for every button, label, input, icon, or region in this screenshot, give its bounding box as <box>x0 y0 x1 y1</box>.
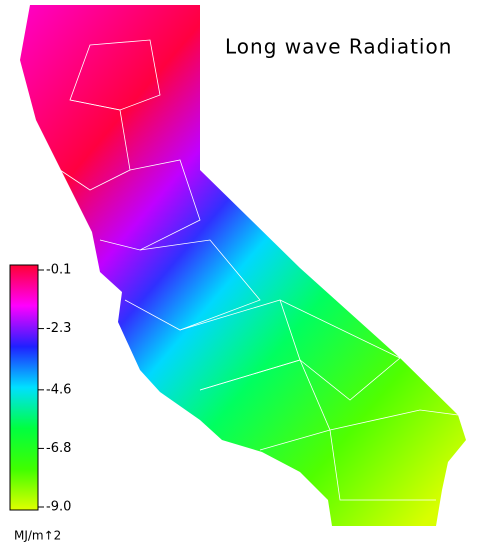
colorbar <box>9 264 39 511</box>
colorbar-unit: MJ/m↑2 <box>14 529 61 543</box>
colorbar-tick-label: -9.0 <box>46 500 71 515</box>
colorbar-tick-label: -2.3 <box>46 321 71 336</box>
county-lines <box>59 39 459 501</box>
colorbar-tick-label: -0.1 <box>46 263 71 278</box>
map-title: Long wave Radiation <box>225 35 452 59</box>
colorbar-tick-label: -6.8 <box>46 441 71 456</box>
colorbar-tick-label: -4.6 <box>46 382 71 397</box>
california-map <box>20 5 466 526</box>
